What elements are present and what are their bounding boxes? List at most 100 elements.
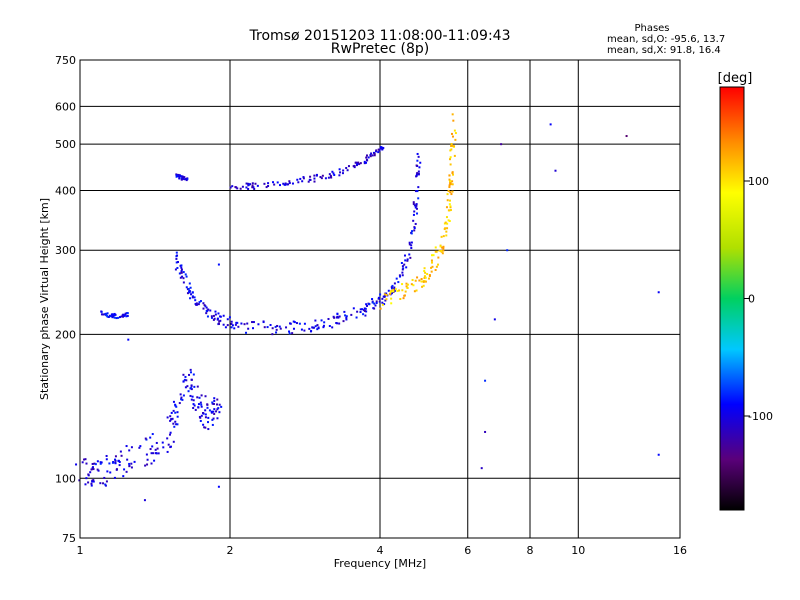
data-point <box>192 403 195 406</box>
data-point <box>111 461 114 464</box>
data-point <box>413 210 416 213</box>
data-point <box>144 437 147 440</box>
data-point <box>448 178 451 181</box>
data-point <box>122 313 125 316</box>
data-point <box>412 202 415 205</box>
data-point <box>398 289 401 292</box>
data-point <box>449 209 452 212</box>
data-point <box>197 406 200 409</box>
data-point <box>415 164 418 167</box>
data-point <box>205 312 208 315</box>
data-point <box>416 152 419 155</box>
data-point <box>182 380 185 383</box>
data-point <box>424 271 427 274</box>
data-point <box>92 480 95 483</box>
data-point <box>102 313 105 316</box>
data-point <box>416 276 419 279</box>
data-point <box>549 123 552 126</box>
data-point <box>189 394 192 397</box>
data-point <box>416 172 419 175</box>
data-point <box>175 251 178 254</box>
data-point <box>322 326 325 329</box>
data-point <box>213 412 216 415</box>
data-point <box>175 423 178 426</box>
data-point <box>363 160 366 163</box>
data-point <box>295 322 298 325</box>
data-point <box>194 408 197 411</box>
data-point <box>422 280 425 283</box>
data-point <box>105 458 108 461</box>
data-point <box>446 227 449 230</box>
data-point <box>213 399 216 402</box>
data-point <box>390 302 393 305</box>
data-point <box>204 409 207 412</box>
data-point <box>414 206 417 209</box>
data-point <box>133 460 136 463</box>
data-point <box>130 466 133 469</box>
data-point <box>331 170 334 173</box>
data-point <box>115 468 118 471</box>
data-point <box>365 156 368 159</box>
data-point <box>229 186 232 189</box>
data-point <box>396 290 399 293</box>
data-point <box>262 320 265 323</box>
data-point <box>190 388 193 391</box>
data-point <box>288 180 291 183</box>
data-point <box>406 258 409 261</box>
data-point <box>182 373 185 376</box>
data-point <box>212 402 215 405</box>
data-point <box>407 283 410 286</box>
data-point <box>390 297 393 300</box>
data-point <box>445 230 448 233</box>
data-point <box>371 154 374 157</box>
data-point <box>75 463 78 466</box>
data-point <box>85 462 88 465</box>
data-point <box>216 417 219 420</box>
data-point <box>217 263 220 266</box>
data-point <box>444 221 447 224</box>
data-point <box>111 314 114 317</box>
data-point <box>363 307 366 310</box>
data-point <box>214 310 217 313</box>
data-point <box>423 275 426 278</box>
data-point <box>297 181 300 184</box>
data-point <box>97 469 100 472</box>
data-point <box>434 250 437 253</box>
data-point <box>161 441 164 444</box>
data-point <box>113 313 116 316</box>
data-point <box>430 270 433 273</box>
data-point <box>237 325 240 328</box>
data-point <box>339 171 342 174</box>
data-point <box>197 303 200 306</box>
data-point <box>288 330 291 333</box>
data-point <box>406 286 409 289</box>
data-point <box>226 318 229 321</box>
data-point <box>391 284 394 287</box>
data-point <box>176 266 179 269</box>
data-point <box>149 436 152 439</box>
data-point <box>399 297 402 300</box>
data-point <box>415 173 418 176</box>
data-point <box>126 458 129 461</box>
data-point <box>365 303 368 306</box>
data-point <box>122 315 125 318</box>
data-point <box>120 315 123 318</box>
data-point <box>414 279 417 282</box>
data-point <box>168 433 171 436</box>
data-point <box>271 327 274 330</box>
data-point <box>167 443 170 446</box>
data-point <box>441 252 444 255</box>
data-point <box>449 191 452 194</box>
data-point <box>359 162 362 165</box>
data-point <box>401 283 404 286</box>
data-point <box>114 458 117 461</box>
data-point <box>176 423 179 426</box>
data-point <box>401 265 404 268</box>
data-point <box>309 330 312 333</box>
data-point <box>185 275 188 278</box>
data-point <box>317 327 320 330</box>
data-point <box>283 183 286 186</box>
data-point <box>149 448 152 451</box>
y-tick-label: 600 <box>55 100 76 113</box>
data-point <box>413 227 416 230</box>
